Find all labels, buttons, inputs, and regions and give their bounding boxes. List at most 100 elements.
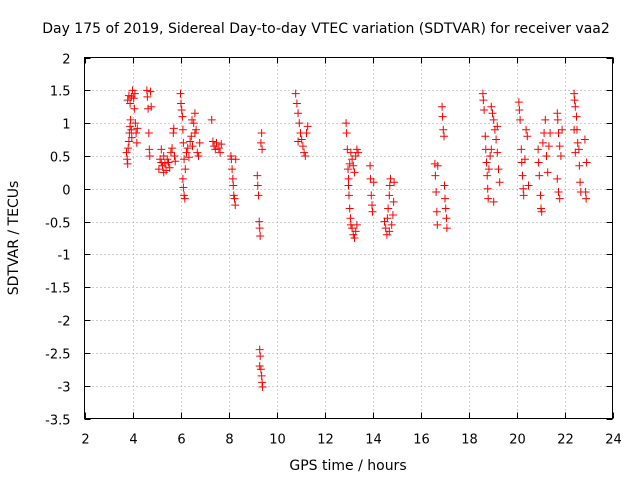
data-point xyxy=(211,145,220,154)
data-point xyxy=(123,159,132,168)
data-point xyxy=(342,128,351,137)
data-point xyxy=(217,140,226,149)
data-point xyxy=(515,106,524,115)
data-point xyxy=(487,145,496,154)
data-point xyxy=(385,227,394,236)
data-point xyxy=(130,104,139,113)
data-point xyxy=(257,128,266,137)
x-axis-label: GPS time / hours xyxy=(289,458,406,474)
data-point xyxy=(571,148,580,157)
data-point xyxy=(255,224,264,233)
data-point xyxy=(442,224,451,233)
data-point xyxy=(575,161,584,170)
data-point xyxy=(555,194,564,203)
data-point xyxy=(127,125,136,134)
data-point xyxy=(570,96,579,105)
data-point xyxy=(295,119,304,128)
data-point xyxy=(484,194,493,203)
data-point xyxy=(255,361,264,370)
data-point xyxy=(168,144,177,153)
data-point xyxy=(541,115,550,124)
data-point xyxy=(294,109,303,118)
data-point xyxy=(186,137,195,146)
data-point xyxy=(154,165,163,174)
y-tick-label: 0 xyxy=(62,184,70,199)
y-tick-label: 1.5 xyxy=(50,85,71,100)
data-point xyxy=(190,109,199,118)
x-tick-labels: 2 4 6 8 10 12 14 16 18 20 22 24 xyxy=(81,433,621,448)
data-point xyxy=(256,352,265,361)
x-tick-label: 12 xyxy=(317,433,334,448)
data-point xyxy=(254,191,263,200)
data-point xyxy=(536,204,545,213)
data-point xyxy=(487,102,496,111)
data-point xyxy=(169,124,178,133)
data-point xyxy=(542,151,551,160)
data-point xyxy=(517,145,526,154)
data-point xyxy=(483,184,492,193)
data-point xyxy=(188,142,197,151)
data-point xyxy=(524,181,533,190)
data-point xyxy=(348,155,357,164)
data-point xyxy=(574,145,583,154)
data-point xyxy=(344,181,353,190)
data-point xyxy=(195,138,204,147)
data-point xyxy=(229,181,238,190)
data-point xyxy=(354,148,363,157)
data-point xyxy=(131,119,140,128)
x-tick-label: 14 xyxy=(365,433,382,448)
data-point xyxy=(570,125,579,134)
data-point xyxy=(157,145,166,154)
data-point xyxy=(159,168,168,177)
data-point xyxy=(555,142,564,151)
data-point xyxy=(481,132,490,141)
data-point xyxy=(160,159,169,168)
data-point xyxy=(179,183,188,192)
data-point xyxy=(303,122,312,131)
data-point xyxy=(345,159,354,168)
data-point xyxy=(228,165,237,174)
data-point xyxy=(535,171,544,180)
data-point xyxy=(520,155,529,164)
data-point xyxy=(442,214,451,223)
data-point xyxy=(388,211,397,220)
data-point xyxy=(125,128,134,137)
data-point xyxy=(390,178,399,187)
data-point xyxy=(350,168,359,177)
data-point xyxy=(441,204,450,213)
grid-lines xyxy=(84,57,613,419)
data-point xyxy=(208,137,217,146)
data-point xyxy=(387,220,396,229)
data-point xyxy=(147,102,156,111)
data-point xyxy=(385,191,394,200)
data-point xyxy=(170,151,179,160)
data-point xyxy=(544,142,553,151)
y-axis-label: SDTVAR / TECUs xyxy=(6,181,22,296)
data-point xyxy=(156,155,165,164)
data-point xyxy=(431,171,440,180)
chart-title: Day 175 of 2019, Sidereal Day-to-day VTE… xyxy=(42,21,610,37)
y-tick-labels: 2 1.5 1 0.5 0 -0.5 -1 -1.5 -2 -2.5 -3 -3.5 xyxy=(45,53,70,429)
data-point xyxy=(231,201,240,210)
data-point xyxy=(492,135,501,144)
data-point xyxy=(493,122,502,131)
data-point xyxy=(132,128,141,137)
data-point xyxy=(176,99,185,108)
x-tick-label: 6 xyxy=(177,433,185,448)
data-point xyxy=(143,92,152,101)
y-tick-label: -3.5 xyxy=(45,414,70,429)
data-point xyxy=(383,214,392,223)
data-point xyxy=(184,153,193,162)
data-point xyxy=(554,188,563,197)
data-point xyxy=(126,99,135,108)
data-point xyxy=(346,148,355,157)
data-point xyxy=(493,148,502,157)
data-point xyxy=(122,148,131,157)
data-point xyxy=(576,178,585,187)
data-point xyxy=(129,94,138,103)
data-point xyxy=(384,204,393,213)
data-point xyxy=(484,165,493,174)
data-point xyxy=(183,144,192,153)
data-point xyxy=(301,151,310,160)
data-point xyxy=(494,165,503,174)
